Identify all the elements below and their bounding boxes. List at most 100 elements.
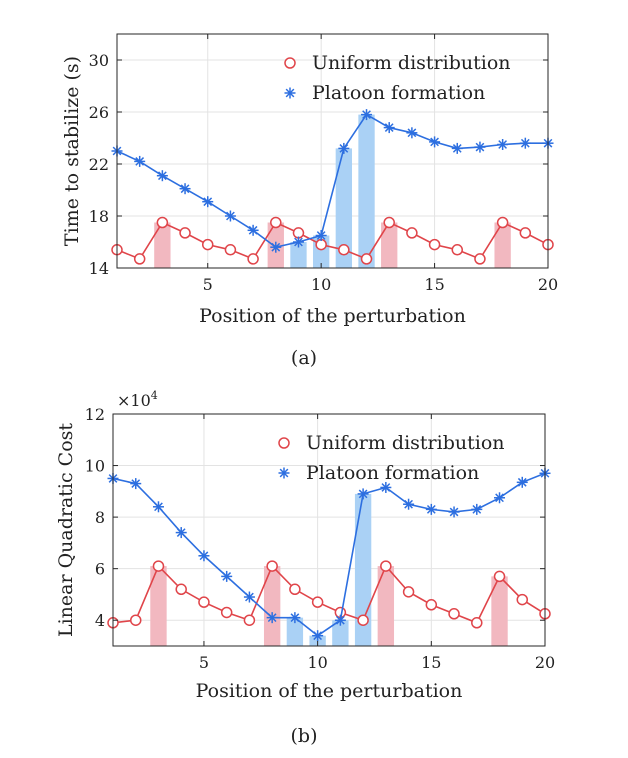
data-point-circle: [201, 238, 214, 251]
data-point-asterisk: [403, 498, 415, 510]
data-point-asterisk: [334, 614, 346, 626]
legend-label: Uniform distribution: [312, 52, 511, 74]
x-axis-label: Position of the perturbation: [199, 305, 466, 327]
bar: [358, 114, 375, 268]
y-tick-label: 14: [89, 259, 109, 278]
data-point-asterisk: [247, 224, 259, 236]
data-point-asterisk: [471, 503, 483, 515]
data-point-asterisk: [289, 612, 301, 624]
chart-panel-a: 5 10 15 20 14 18 22 26 30 Position of the pertur…: [61, 33, 558, 369]
data-point-circle: [338, 244, 350, 256]
data-point-asterisk: [361, 109, 373, 121]
bar: [332, 620, 349, 646]
data-point-asterisk: [292, 236, 304, 248]
data-point-circle: [357, 614, 369, 626]
data-point-asterisk: [130, 478, 142, 490]
y-tick-label: 4: [95, 611, 105, 630]
plot-frame: [116, 33, 549, 269]
data-point-asterisk: [519, 137, 531, 149]
data-point-circle: [383, 216, 395, 229]
data-point-circle: [156, 216, 169, 229]
data-point-circle: [129, 614, 142, 626]
data-point-asterisk: [494, 492, 506, 504]
y-axis-label: Time to stabilize (s): [61, 56, 83, 246]
data-point-asterisk: [425, 503, 437, 515]
series-line: [116, 113, 548, 249]
data-point-asterisk: [175, 527, 187, 539]
y-tick-label: 22: [89, 155, 109, 174]
data-point-circle: [198, 596, 210, 608]
data-point-circle: [428, 238, 441, 251]
y-axis-exponent: ×104: [117, 389, 158, 410]
data-point-circle: [496, 216, 509, 229]
data-point-circle: [179, 227, 191, 239]
x-tick-label: 15: [424, 275, 444, 294]
data-point-asterisk: [221, 570, 233, 582]
data-point-asterisk: [202, 196, 214, 208]
legend-label: Platoon formation: [312, 82, 485, 104]
y-tick-label: 8: [95, 508, 105, 527]
data-point-asterisk: [383, 122, 395, 134]
legend-label: Platoon formation: [306, 462, 479, 484]
data-point-asterisk: [243, 591, 255, 603]
data-point-circle: [360, 253, 373, 265]
data-point-asterisk: [312, 630, 324, 642]
legend-marker-circle: [284, 57, 296, 69]
y-tick-label: 12: [85, 405, 105, 424]
x-tick-label: 10: [307, 653, 327, 672]
data-point-circle: [519, 227, 532, 239]
y-tick-label: 10: [85, 457, 105, 476]
legend: Uniform distribution Platoon formation: [284, 52, 511, 104]
data-point-circle: [247, 253, 259, 265]
data-point-asterisk: [224, 210, 236, 222]
chart-panel-b: 5 10 15 20 4 6 8 10 12 ×104 Position of the pert…: [55, 389, 555, 747]
data-point-asterisk: [270, 241, 282, 253]
data-point-circle: [448, 608, 460, 620]
legend-marker-asterisk: [284, 87, 296, 99]
bar: [290, 242, 307, 268]
data-point-circle: [133, 253, 146, 265]
data-point-asterisk: [516, 476, 528, 488]
legend-marker-asterisk: [278, 467, 290, 479]
data-point-asterisk: [266, 612, 278, 624]
data-point-asterisk: [152, 501, 164, 513]
data-point-asterisk: [338, 142, 350, 154]
data-point-asterisk: [451, 142, 463, 154]
bar: [286, 617, 304, 646]
data-point-circle: [224, 244, 237, 256]
y-tick-label: 30: [89, 51, 109, 70]
x-tick-label: 20: [535, 653, 555, 672]
data-point-circle: [493, 570, 506, 583]
data-point-circle: [425, 599, 438, 611]
bar: [354, 493, 372, 646]
bar: [381, 222, 398, 268]
x-tick-label: 5: [203, 275, 213, 294]
data-point-circle: [474, 253, 486, 265]
data-point-circle: [471, 617, 483, 629]
legend: Uniform distribution Platoon formation: [278, 432, 505, 484]
data-point-asterisk: [357, 488, 369, 500]
data-point-circle: [380, 560, 392, 572]
data-point-asterisk: [315, 230, 327, 241]
data-point-asterisk: [497, 139, 509, 150]
data-point-asterisk: [448, 506, 460, 518]
x-tick-label: 10: [311, 275, 331, 294]
data-point-circle: [311, 596, 324, 608]
bar: [494, 222, 511, 268]
data-point-circle: [406, 227, 418, 239]
data-point-circle: [243, 614, 256, 626]
data-point-circle: [315, 238, 327, 251]
series-line: [112, 472, 546, 637]
bar: [377, 566, 395, 646]
data-point-circle: [292, 227, 305, 239]
data-point-circle: [152, 560, 165, 572]
legend-label: Uniform distribution: [306, 432, 505, 454]
data-point-circle: [266, 560, 278, 572]
data-point-asterisk: [429, 136, 441, 148]
data-point-asterisk: [474, 141, 486, 153]
plot-frame: [112, 413, 546, 647]
data-point-asterisk: [380, 481, 392, 493]
y-tick-label: 18: [89, 207, 109, 226]
data-point-asterisk: [198, 550, 210, 562]
